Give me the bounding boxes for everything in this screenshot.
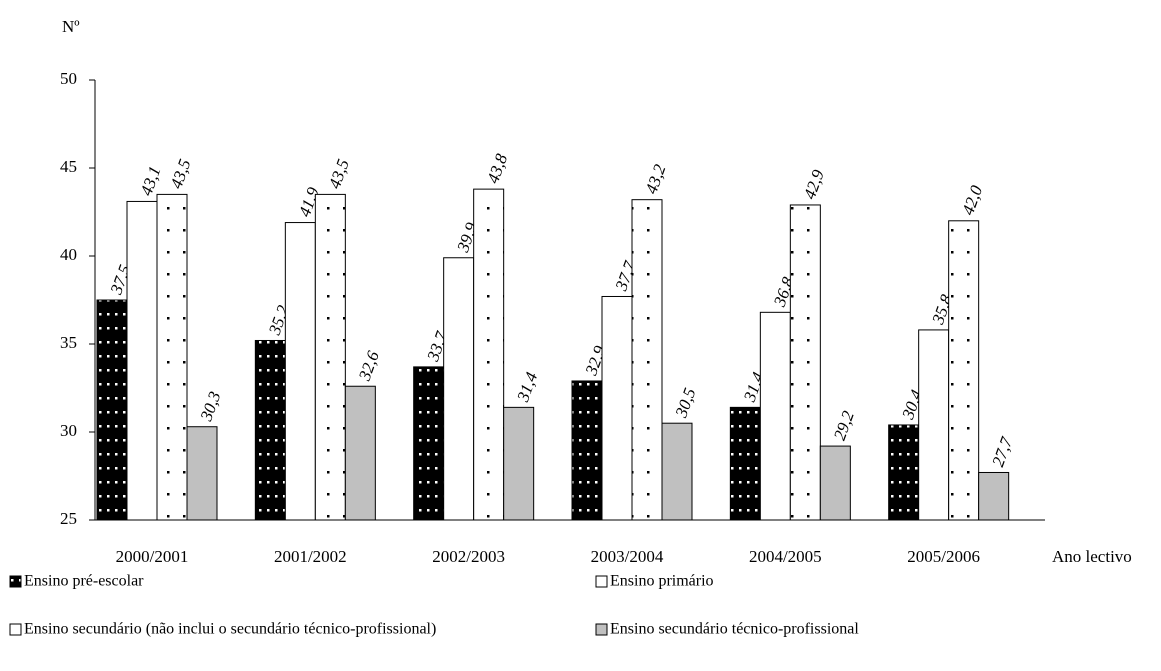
x-tick-label: 2003/2004 — [591, 547, 664, 566]
bar — [413, 366, 445, 521]
value-label: 27,7 — [988, 433, 1017, 469]
bar — [443, 257, 475, 521]
legend-label: Ensino primário — [610, 573, 714, 590]
y-axis-label: Nº — [62, 17, 80, 36]
bar — [186, 426, 218, 521]
legend-swatch — [595, 623, 608, 636]
bar — [96, 299, 128, 521]
y-tick-label: 45 — [60, 157, 77, 176]
bar — [284, 222, 316, 521]
legend-label: Ensino pré-escolar — [24, 573, 144, 590]
y-tick-label: 50 — [60, 69, 77, 88]
legend-swatch — [9, 575, 22, 588]
legend-label: Ensino secundário técnico-profissional — [610, 621, 859, 638]
legend-swatch — [9, 623, 22, 636]
bar — [631, 199, 663, 521]
bar — [978, 471, 1010, 521]
value-label: 32,6 — [355, 348, 384, 384]
value-label: 29,2 — [830, 408, 858, 443]
value-label: 42,0 — [958, 183, 986, 218]
x-tick-label: 2005/2006 — [907, 547, 980, 566]
bar — [156, 193, 188, 521]
legend-label: Ensino secundário (não inclui o secundár… — [24, 621, 436, 638]
value-label: 30,3 — [196, 389, 224, 424]
x-tick-label: 2001/2002 — [274, 547, 347, 566]
y-tick-label: 25 — [60, 509, 77, 528]
value-label: 43,5 — [325, 157, 353, 191]
x-tick-label: 2000/2001 — [116, 547, 189, 566]
value-label: 31,4 — [513, 369, 542, 405]
value-label: 43,2 — [642, 161, 670, 196]
value-label: 43,8 — [483, 151, 511, 186]
x-tick-label: 2004/2005 — [749, 547, 822, 566]
value-label: 42,9 — [800, 167, 828, 202]
bar — [661, 422, 693, 521]
value-label: 43,5 — [167, 157, 195, 191]
bar — [819, 445, 851, 521]
bar — [729, 406, 761, 521]
bar — [126, 200, 158, 521]
value-label: 30,5 — [671, 385, 699, 420]
bar — [503, 406, 535, 521]
bar — [571, 380, 603, 521]
bar — [314, 193, 346, 521]
value-label: 43,1 — [137, 164, 165, 198]
y-tick-label: 40 — [60, 245, 77, 264]
x-axis-label: Ano lectivo — [1052, 547, 1132, 566]
bar — [888, 424, 920, 521]
bar — [918, 329, 950, 521]
bar — [789, 204, 821, 521]
legend-swatch — [595, 575, 608, 588]
bar — [759, 311, 791, 521]
bar — [344, 385, 376, 521]
y-tick-label: 30 — [60, 421, 77, 440]
y-tick-label: 35 — [60, 333, 77, 352]
bar — [948, 220, 980, 521]
bar — [473, 188, 505, 521]
bar — [601, 295, 633, 521]
x-tick-label: 2002/2003 — [432, 547, 505, 566]
bar — [254, 339, 286, 521]
